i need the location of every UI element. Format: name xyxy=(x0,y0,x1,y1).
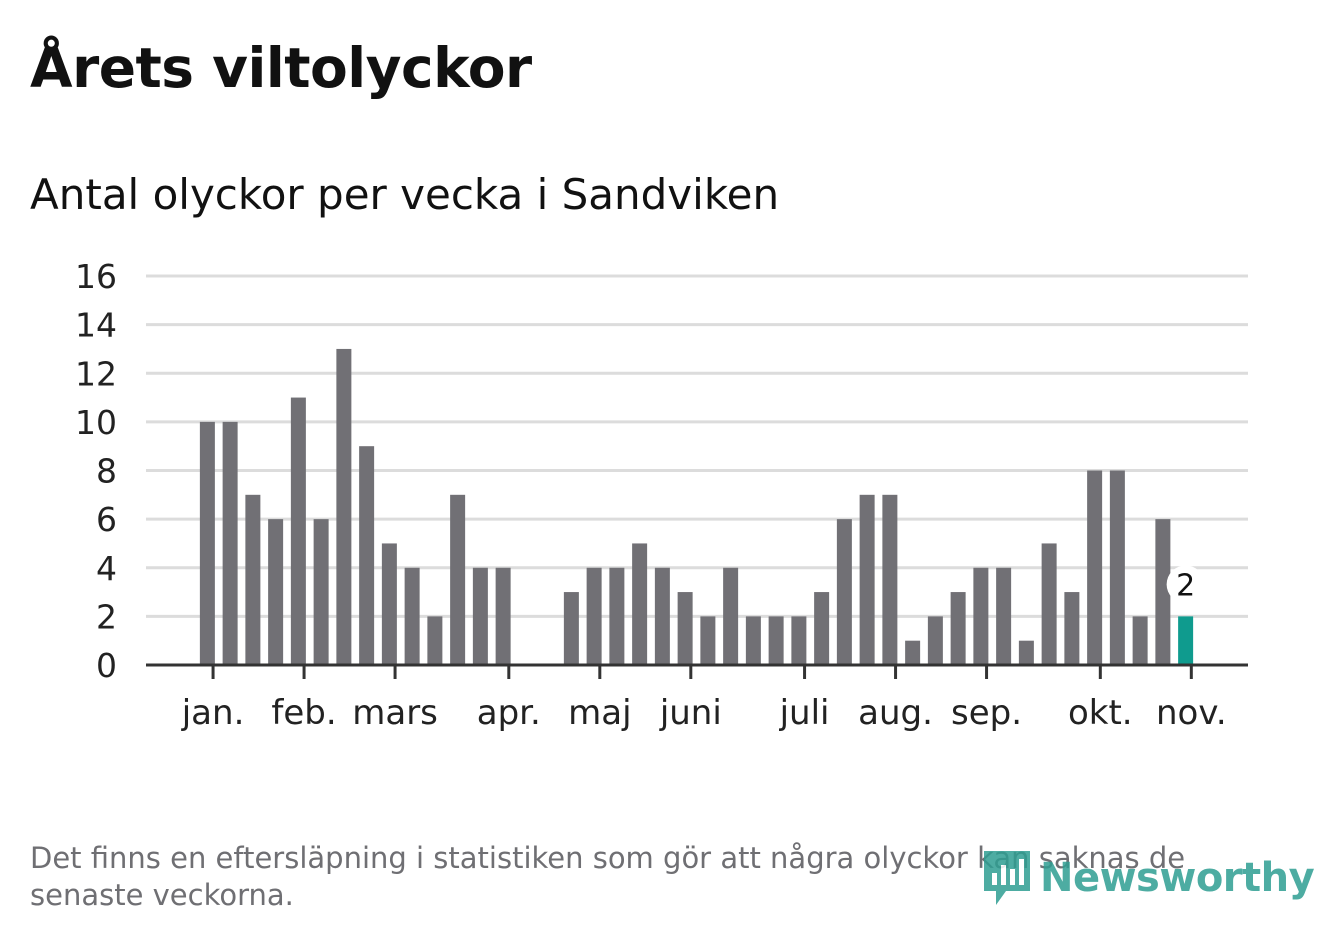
x-tick-label: maj xyxy=(568,693,631,733)
bar xyxy=(814,592,830,665)
y-tick-label: 0 xyxy=(96,646,117,685)
bar xyxy=(905,640,921,665)
bar-chart: 0 2 4 6 8 10 12 14 16 jan. feb. mars apr. maj juni jul… xyxy=(75,257,1248,733)
x-tick-label: nov. xyxy=(1156,693,1227,733)
x-axis-ticks: jan. feb. mars apr. maj juni juli aug. sep. okt. n… xyxy=(181,665,1227,733)
bar xyxy=(1018,640,1034,665)
bar xyxy=(1064,592,1080,665)
bar xyxy=(359,446,375,665)
data-labels: 2 xyxy=(1166,565,1205,604)
bar xyxy=(1087,470,1103,665)
data-label: 2 xyxy=(1176,568,1195,603)
chart-subtitle: Antal olyckor per vecka i Sandviken xyxy=(30,170,780,219)
bar xyxy=(450,494,466,665)
x-tick-label: jan. xyxy=(181,693,245,733)
bar xyxy=(677,592,693,665)
bar xyxy=(336,348,352,665)
bar xyxy=(768,616,784,665)
x-tick-label: okt. xyxy=(1068,693,1133,733)
x-tick-label: mars xyxy=(352,693,438,733)
chart-title: Årets viltolyckor xyxy=(30,36,532,100)
data-label-bg xyxy=(1166,565,1205,604)
bar xyxy=(927,616,943,665)
bar xyxy=(973,567,989,665)
bar xyxy=(745,616,761,665)
bar xyxy=(859,494,875,665)
bar xyxy=(472,567,488,665)
bar xyxy=(950,592,966,665)
bar xyxy=(996,567,1012,665)
bar xyxy=(723,567,739,665)
y-tick-label: 2 xyxy=(96,597,117,636)
y-tick-label: 6 xyxy=(96,500,117,539)
bar xyxy=(1041,543,1057,665)
bar xyxy=(199,421,215,665)
bar xyxy=(586,567,602,665)
y-tick-label: 14 xyxy=(75,306,117,345)
grid-lines xyxy=(146,274,1248,618)
bar xyxy=(1155,519,1171,665)
bar xyxy=(632,543,648,665)
newsworthy-logo: Newsworthy xyxy=(980,846,1315,910)
bar xyxy=(404,567,420,665)
bar xyxy=(1109,470,1125,665)
x-tick-label: juli xyxy=(779,693,830,733)
x-tick-label: sep. xyxy=(951,693,1022,733)
bar xyxy=(290,397,306,665)
bar xyxy=(654,567,670,665)
bar xyxy=(791,616,807,665)
y-tick-label: 10 xyxy=(75,403,117,442)
bar xyxy=(427,616,443,665)
y-tick-label: 4 xyxy=(96,549,117,588)
y-axis-ticks: 0 2 4 6 8 10 12 14 16 xyxy=(75,257,117,685)
bar xyxy=(1132,616,1148,665)
bar xyxy=(245,494,261,665)
x-tick-label: juni xyxy=(659,693,722,733)
y-tick-label: 8 xyxy=(96,452,117,491)
bar xyxy=(313,519,329,665)
bar xyxy=(836,519,852,665)
bar xyxy=(882,494,898,665)
bars xyxy=(199,348,1194,665)
bar xyxy=(563,592,579,665)
bar xyxy=(609,567,625,665)
bar xyxy=(700,616,716,665)
bar xyxy=(495,567,511,665)
y-tick-label: 16 xyxy=(75,257,117,296)
bar xyxy=(268,519,284,665)
newsworthy-logo-icon xyxy=(984,851,1030,905)
x-tick-label: apr. xyxy=(477,693,541,733)
bar xyxy=(381,543,397,665)
y-tick-label: 12 xyxy=(75,354,117,393)
bar xyxy=(222,421,238,665)
newsworthy-logo-text: Newsworthy xyxy=(1040,855,1315,901)
x-tick-label: feb. xyxy=(271,693,336,733)
bar-highlighted xyxy=(1178,616,1194,665)
x-tick-label: aug. xyxy=(858,693,933,733)
